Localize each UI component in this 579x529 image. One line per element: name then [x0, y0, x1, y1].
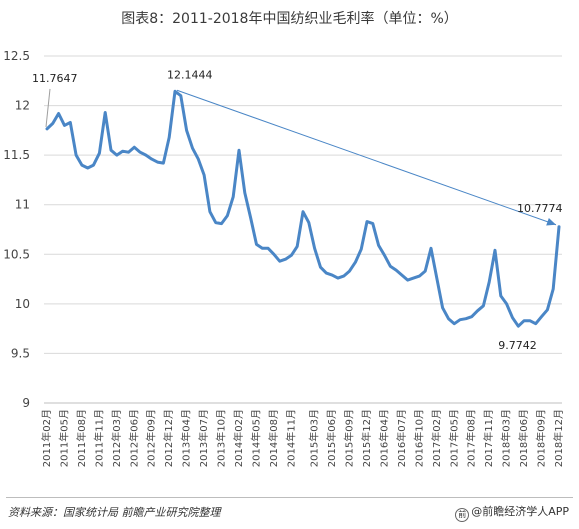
x-tick-label: 2018年09月: [535, 409, 548, 467]
chart-title: 图表8：2011-2018年中国纺织业毛利率（单位：%）: [121, 11, 458, 27]
x-tick-label: 2017年08月: [465, 409, 478, 467]
brand-logo-icon: 前: [455, 508, 470, 522]
brand-text: @前瞻经济学人APP: [471, 505, 569, 518]
series-line: [45, 89, 561, 328]
y-axis-ticks: 9 9.5 10 10.5 11 11.5 12 12.5: [3, 49, 30, 410]
x-tick-label: 2014年11月: [284, 409, 297, 467]
x-tick-label: 2014年02月: [232, 409, 245, 467]
x-tick-label: 2011年02月: [40, 409, 53, 467]
x-tick-label: 2014年05月: [249, 409, 262, 467]
x-tick-label: 2011年11月: [92, 409, 105, 467]
x-tick-label: 2012年06月: [127, 409, 140, 467]
data-label: 11.7647: [32, 72, 78, 85]
x-tick-label: 2011年05月: [57, 409, 70, 467]
annotation-layer: 11.7647 12.1444 10.7774 9.7742: [32, 68, 563, 352]
x-tick-label: 2017年05月: [447, 409, 460, 467]
brand-credit: 前 @前瞻经济学人APP: [455, 503, 569, 522]
y-tick-label: 9.5: [11, 346, 30, 360]
x-tick-label: 2013年07月: [197, 409, 210, 467]
y-tick-label: 9: [22, 396, 30, 410]
grid-lines: [44, 55, 562, 404]
trend-arrow-head: [546, 218, 556, 226]
x-tick-label: 2011年08月: [75, 409, 88, 467]
x-tick-label: 2012年09月: [145, 409, 158, 467]
y-tick-label: 12: [15, 99, 30, 113]
x-tick-label: 2017年02月: [430, 409, 443, 467]
y-tick-label: 10: [15, 297, 30, 311]
series-layer: [45, 89, 561, 328]
x-tick-label: 2015年09月: [343, 409, 356, 467]
trend-arrow-line: [176, 89, 557, 226]
x-tick-label: 2015年03月: [308, 409, 321, 467]
label-leader-line: [45, 88, 51, 127]
x-tick-label: 2015年12月: [360, 409, 373, 467]
x-tick-label: 2018年06月: [517, 409, 530, 467]
data-label: 9.7742: [498, 339, 536, 352]
x-tick-label: 2012年03月: [110, 409, 123, 467]
x-tick-label: 2016年07月: [395, 409, 408, 467]
x-tick-label: 2016年04月: [377, 409, 390, 467]
x-tick-label: 2013年10月: [215, 409, 228, 467]
y-tick-label: 12.5: [3, 49, 30, 63]
x-tick-label: 2015年06月: [325, 409, 338, 467]
source-note: 资料来源：国家统计局 前瞻产业研究院整理: [8, 506, 221, 519]
data-label: 10.7774: [517, 202, 563, 215]
trend-arrow-layer: [176, 89, 557, 226]
x-tick-label: 2017年11月: [482, 409, 495, 467]
x-tick-label: 2012年12月: [162, 409, 175, 467]
y-tick-label: 11.5: [3, 148, 30, 162]
y-tick-label: 10.5: [3, 247, 30, 261]
x-tick-label: 2013年04月: [180, 409, 193, 467]
y-tick-label: 11: [15, 198, 30, 212]
footer-divider: [6, 497, 573, 498]
x-tick-label: 2018年12月: [552, 409, 565, 467]
data-label: 12.1444: [167, 68, 213, 81]
x-tick-label: 2014年08月: [267, 409, 280, 467]
x-axis-ticks: 2011年02月 2011年05月 2011年08月 2011年11月 2012年03月…: [40, 409, 565, 467]
x-tick-label: 2016年10月: [412, 409, 425, 467]
x-tick-label: 2018年03月: [500, 409, 513, 467]
